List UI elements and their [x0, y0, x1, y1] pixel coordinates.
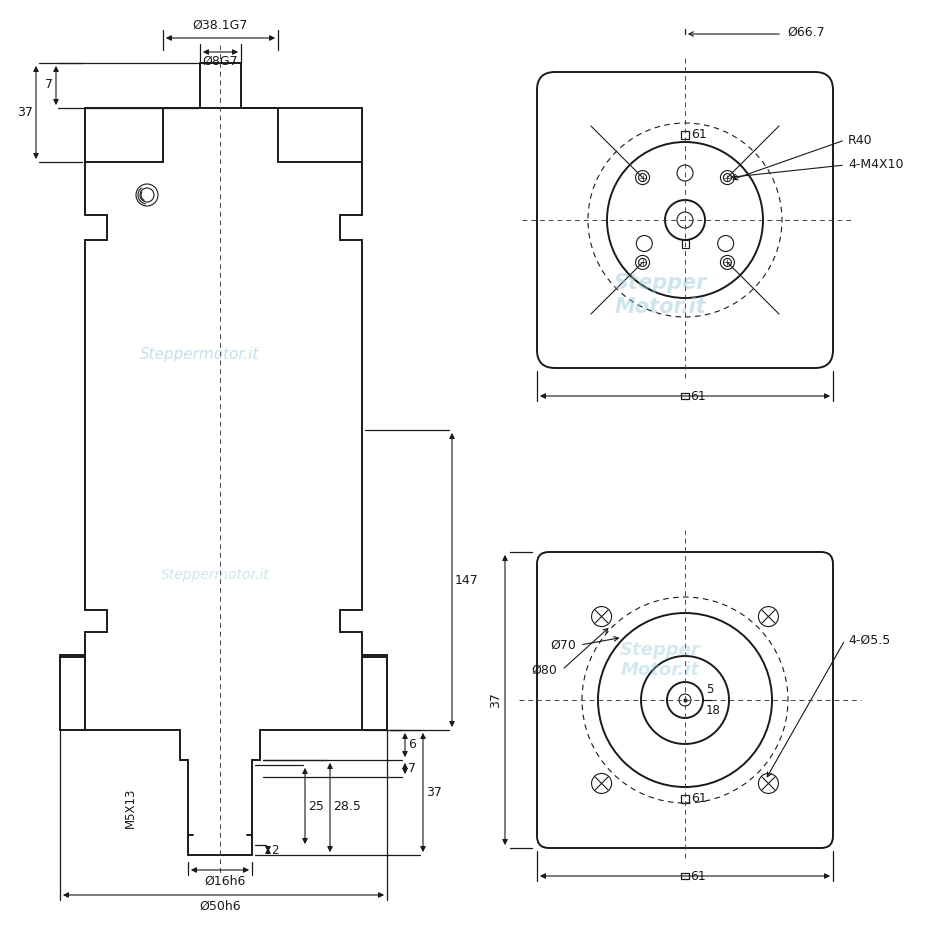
Text: 7: 7 [408, 762, 416, 775]
Text: Ø80: Ø80 [531, 664, 557, 676]
Bar [681, 795, 689, 803]
Text: Ø16h6: Ø16h6 [205, 875, 246, 888]
Text: 28.5: 28.5 [333, 801, 361, 813]
Text: 61: 61 [690, 870, 706, 884]
Text: 4-M4X10: 4-M4X10 [848, 159, 904, 172]
Text: 37: 37 [489, 692, 502, 708]
Text: 37: 37 [17, 105, 33, 118]
Text: 18: 18 [706, 704, 721, 717]
Text: 25: 25 [308, 799, 324, 812]
Text: Ø50h6: Ø50h6 [199, 900, 241, 913]
Text: 4-Ø5.5: 4-Ø5.5 [848, 634, 890, 646]
Text: 61: 61 [690, 391, 706, 404]
Text: Ø66.7: Ø66.7 [787, 25, 825, 38]
Text: Steppermotor.it: Steppermotor.it [140, 347, 259, 362]
Text: Ø8G7: Ø8G7 [202, 55, 238, 68]
Text: 61: 61 [691, 793, 707, 806]
Text: 147: 147 [455, 574, 479, 587]
Text: Stepper
Motor.it: Stepper Motor.it [619, 640, 700, 680]
Text: 6: 6 [408, 738, 416, 751]
Text: M5X13: M5X13 [124, 788, 137, 828]
Text: Ø70: Ø70 [551, 639, 576, 652]
Text: 61: 61 [691, 129, 707, 142]
Bar [682, 240, 688, 248]
Text: 7: 7 [45, 79, 53, 91]
Text: Stepper
Motor.it: Stepper Motor.it [613, 273, 707, 316]
Text: Ø38.1G7: Ø38.1G7 [193, 19, 247, 32]
Text: R40: R40 [848, 133, 872, 146]
Text: Steppermotor.it: Steppermotor.it [161, 568, 270, 582]
Bar [681, 873, 689, 879]
Text: 37: 37 [426, 786, 442, 798]
Text: 2: 2 [271, 843, 278, 856]
Bar [681, 131, 689, 139]
Text: 5: 5 [706, 683, 713, 696]
Bar [681, 393, 689, 399]
